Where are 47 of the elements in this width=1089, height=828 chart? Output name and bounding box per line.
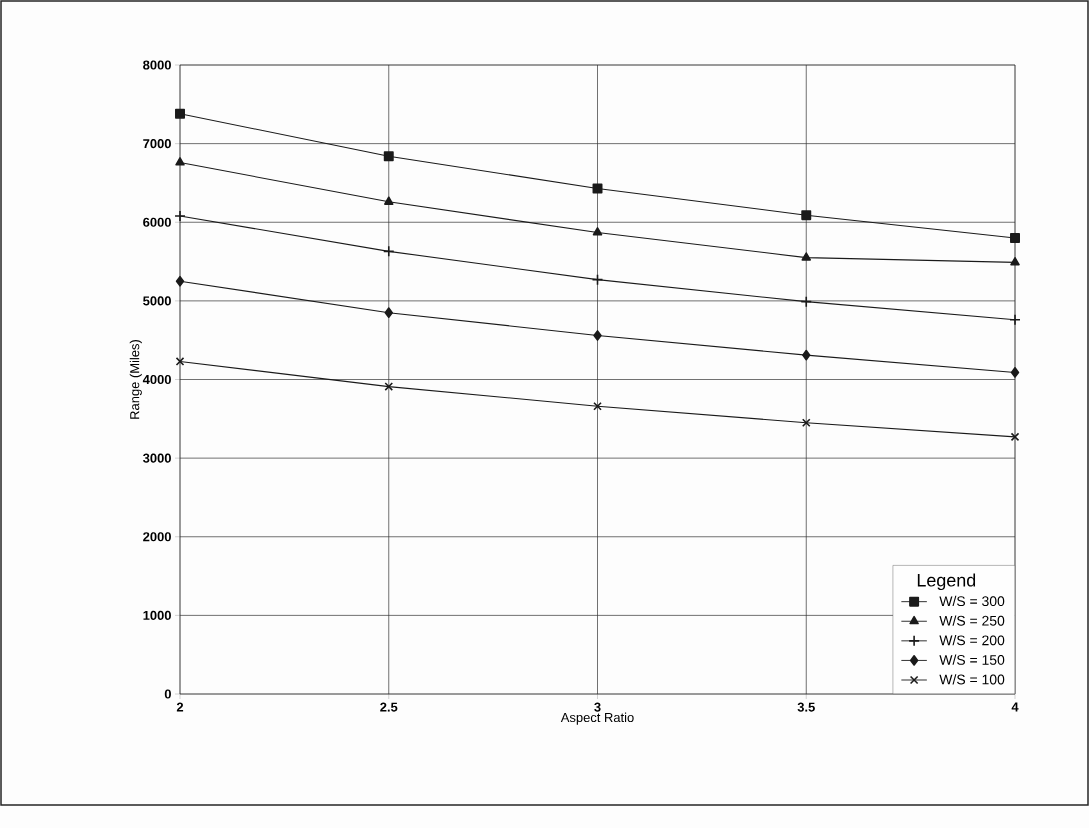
x-tick-label: 4 <box>1011 702 1019 712</box>
x-tick-label: 3.5 <box>797 702 815 712</box>
point <box>801 418 811 428</box>
x-tick-label: 3 <box>594 702 601 712</box>
legend-label: W/S = 250 <box>939 615 1005 626</box>
point <box>384 382 394 391</box>
point <box>383 151 394 162</box>
point <box>593 330 602 341</box>
legend-title: Legend <box>917 573 976 591</box>
x-tick-label: 2 <box>176 702 184 712</box>
point <box>174 210 186 222</box>
x-tick-label: 2.5 <box>380 702 398 712</box>
legend-label: W/S = 200 <box>939 635 1005 646</box>
point <box>800 295 813 308</box>
y-tick-label: 5000 <box>143 296 171 306</box>
point <box>1010 233 1020 243</box>
point <box>382 245 395 258</box>
y-tick-label: 6000 <box>143 217 171 227</box>
point <box>175 108 185 119</box>
legend-label: W/S = 300 <box>939 595 1005 607</box>
y-tick-label: 0 <box>164 689 171 699</box>
y-tick-label: 8000 <box>143 60 171 70</box>
point <box>175 157 185 166</box>
y-tick-label: 4000 <box>142 374 171 385</box>
y-axis-title: Range (Miles) <box>129 340 142 419</box>
y-tick-label: 1000 <box>143 610 171 620</box>
point <box>1010 367 1020 378</box>
point <box>592 183 603 194</box>
point <box>801 252 812 261</box>
y-tick-label: 2000 <box>143 532 171 542</box>
point <box>384 307 393 319</box>
y-tick-label: 7000 <box>143 139 171 149</box>
point <box>801 210 812 221</box>
point <box>1010 256 1020 266</box>
point <box>802 349 811 361</box>
legend-label: W/S = 100 <box>939 674 1005 685</box>
point <box>592 227 603 236</box>
y-tick-label: 3000 <box>142 453 171 463</box>
legend-label: W/S = 150 <box>939 654 1005 665</box>
x-axis-title: Aspect Ratio <box>560 712 634 725</box>
point <box>593 401 602 411</box>
point <box>383 196 394 205</box>
point <box>175 275 185 287</box>
point <box>591 273 604 286</box>
point <box>1009 313 1021 326</box>
point <box>1010 432 1020 442</box>
point <box>175 357 185 366</box>
